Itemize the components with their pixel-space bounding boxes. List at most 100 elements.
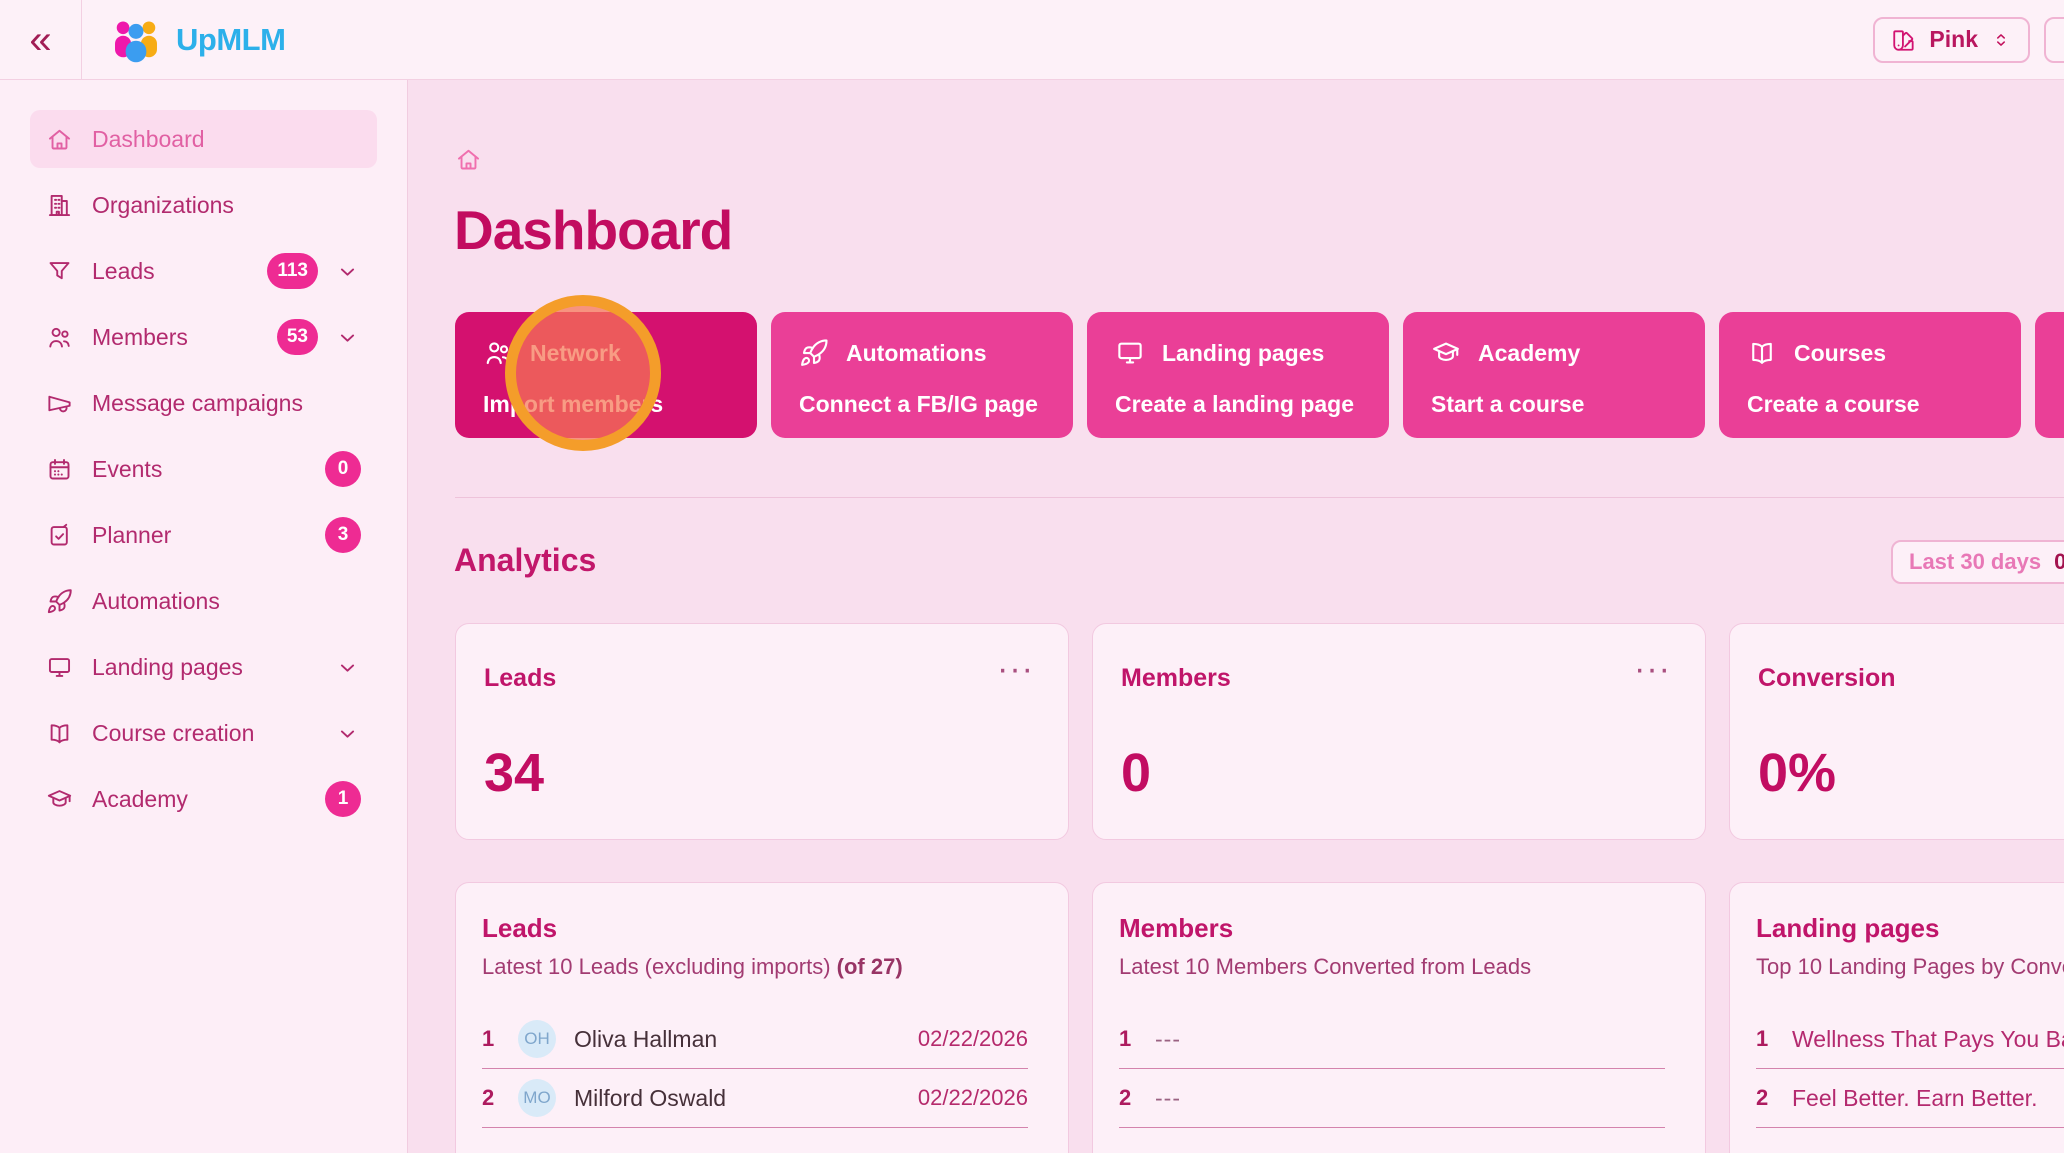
chevron-updown-icon xyxy=(1997,33,2005,46)
collapse-sidebar-button[interactable]: « xyxy=(0,0,82,79)
leads-count-badge: 113 xyxy=(267,253,318,289)
quick-actions-row: Network Import members Automations Conne… xyxy=(455,312,2064,438)
home-icon xyxy=(48,129,71,149)
quick-action-automations[interactable]: Automations Connect a FB/IG page xyxy=(771,312,1073,438)
date-range-label: Last 30 days xyxy=(1909,549,2042,574)
stat-card-label: Leads xyxy=(484,664,557,692)
sidebar-nav: Dashboard Organizations Leads 113 Member… xyxy=(0,80,408,1153)
sidebar-item-label: Planner xyxy=(92,521,172,548)
list-card-subtitle-text: Latest 10 Members Converted from Leads xyxy=(1119,954,1532,979)
card-menu-button[interactable]: ··· xyxy=(1634,650,1671,688)
sidebar-item-events[interactable]: Events 0 xyxy=(30,440,377,498)
quick-action-title: Network xyxy=(530,339,621,366)
quick-action-landing-pages[interactable]: Landing pages Create a landing page xyxy=(1087,312,1389,438)
list-card-title: Leads xyxy=(482,913,558,943)
quick-action-subtitle: Create a course xyxy=(1747,391,1920,417)
academy-count-badge: 1 xyxy=(325,781,361,817)
megaphone-icon xyxy=(48,395,71,412)
quick-action-title: Landing pages xyxy=(1162,339,1325,366)
quick-action-subtitle: Create a landing page xyxy=(1115,391,1355,417)
book-icon xyxy=(1752,342,1772,364)
planner-count-badge: 3 xyxy=(325,517,361,553)
sidebar-item-label: Dashboard xyxy=(92,125,205,152)
chevron-down-icon[interactable] xyxy=(334,654,361,681)
sidebar-item-label: Academy xyxy=(92,785,188,812)
lead-row[interactable]: 2 MO Milford Oswald 02/22/2026 xyxy=(482,1069,1028,1128)
sidebar-item-course-creation[interactable]: Course creation xyxy=(30,704,377,762)
theme-selector-button[interactable]: Pink xyxy=(1873,16,2030,63)
analytics-stat-row: Leads ··· 34 Members ··· 0 Conversion 0% xyxy=(455,623,2064,840)
lead-date: 02/22/2026 xyxy=(917,1085,1028,1110)
graduation-cap-icon xyxy=(1433,342,1459,361)
row-number: 2 xyxy=(1119,1085,1132,1110)
stat-card-label: Conversion xyxy=(1758,664,1896,692)
swatchbook-icon xyxy=(1893,29,1915,51)
sidebar-item-automations[interactable]: Automations xyxy=(30,572,377,630)
funnel-icon xyxy=(49,261,70,279)
breadcrumb-home-icon[interactable] xyxy=(455,146,482,173)
sidebar-item-label: Organizations xyxy=(92,191,234,218)
events-count-badge: 0 xyxy=(325,451,361,487)
row-number: 1 xyxy=(1119,1026,1132,1051)
row-number: 1 xyxy=(482,1026,495,1051)
lead-row[interactable]: 1 OH Oliva Hallman 02/22/2026 xyxy=(482,1010,1028,1069)
chevron-down-icon[interactable] xyxy=(334,258,361,285)
list-card-subtitle: Latest 10 Leads (excluding imports) (of … xyxy=(482,954,1028,980)
row-number: 2 xyxy=(1756,1085,1769,1110)
row-number: 1 xyxy=(1756,1026,1769,1051)
quick-action-courses[interactable]: Courses Create a course xyxy=(1719,312,2021,438)
monitor-icon xyxy=(48,657,71,677)
collapse-sidebar-icon: « xyxy=(29,17,52,62)
member-row[interactable]: 2 --- xyxy=(1119,1069,1665,1128)
sidebar-item-members[interactable]: Members 53 xyxy=(30,308,377,366)
theme-selector-value: Pink xyxy=(1929,26,1978,52)
sidebar-item-planner[interactable]: Planner 3 xyxy=(30,506,377,564)
stat-card-value: 0% xyxy=(1758,743,1837,803)
date-range-selector[interactable]: Last 30 days 01/2 xyxy=(1891,540,2064,584)
member-name: --- xyxy=(1155,1084,1181,1111)
landing-page-row[interactable]: 1 Wellness That Pays You Back xyxy=(1756,1010,2064,1069)
upmlm-logo-icon xyxy=(115,20,157,62)
list-card-title: Members xyxy=(1119,913,1234,943)
member-row[interactable]: 1 --- xyxy=(1119,1010,1665,1069)
sidebar-item-leads[interactable]: Leads 113 xyxy=(30,242,377,300)
people-icon xyxy=(49,327,70,347)
list-rows: 1 OH Oliva Hallman 02/22/2026 2 MO Milfo… xyxy=(482,1010,1028,1128)
sidebar-item-label: Automations xyxy=(92,587,220,614)
member-name: --- xyxy=(1155,1025,1181,1052)
sidebar-item-academy[interactable]: Academy 1 xyxy=(30,770,377,828)
list-rows: 1 --- 2 --- xyxy=(1119,1010,1665,1128)
sidebar-item-landing-pages[interactable]: Landing pages xyxy=(30,638,377,696)
page-title: Dashboard xyxy=(454,199,733,261)
sidebar-item-label: Members xyxy=(92,323,188,350)
sidebar-item-dashboard[interactable]: Dashboard xyxy=(30,110,377,168)
app-logo[interactable]: UpMLM xyxy=(110,17,286,63)
chevron-down-icon[interactable] xyxy=(334,720,361,747)
list-card-subtitle-text: Latest 10 Leads (excluding imports) xyxy=(482,954,831,979)
list-rows: 1 Wellness That Pays You Back 2 Feel Bet… xyxy=(1756,1010,2064,1128)
header-partial-button[interactable] xyxy=(2044,16,2064,63)
lead-name: Oliva Hallman xyxy=(574,1025,718,1052)
sidebar-item-label: Course creation xyxy=(92,719,255,746)
quick-action-title: Automations xyxy=(846,339,987,366)
quick-action-card-partial[interactable] xyxy=(2035,312,2064,438)
quick-action-academy[interactable]: Academy Start a course xyxy=(1403,312,1705,438)
sidebar-item-label: Landing pages xyxy=(92,653,243,680)
graduation-cap-icon xyxy=(47,789,72,807)
chevron-down-icon[interactable] xyxy=(334,324,361,351)
sidebar-item-label: Message campaigns xyxy=(92,389,303,416)
building-icon xyxy=(48,194,71,216)
list-card-subtitle-bold: (of 27) xyxy=(836,954,903,979)
stat-card-value: 34 xyxy=(484,743,545,803)
landing-pages-list-card: Landing pages Top 10 Landing Pages by Co… xyxy=(1729,882,2064,1153)
quick-action-network[interactable]: Network Import members xyxy=(455,312,757,438)
clipboard-check-icon xyxy=(50,523,68,545)
lead-name: Milford Oswald xyxy=(574,1084,727,1111)
landing-page-row[interactable]: 2 Feel Better. Earn Better. xyxy=(1756,1069,2064,1128)
sidebar-item-message-campaigns[interactable]: Message campaigns xyxy=(30,374,377,432)
landing-page-name: Feel Better. Earn Better. xyxy=(1792,1084,2038,1111)
top-header: « UpMLM Pink xyxy=(0,0,2064,80)
sidebar-item-organizations[interactable]: Organizations xyxy=(30,176,377,234)
card-menu-button[interactable]: ··· xyxy=(997,650,1034,688)
